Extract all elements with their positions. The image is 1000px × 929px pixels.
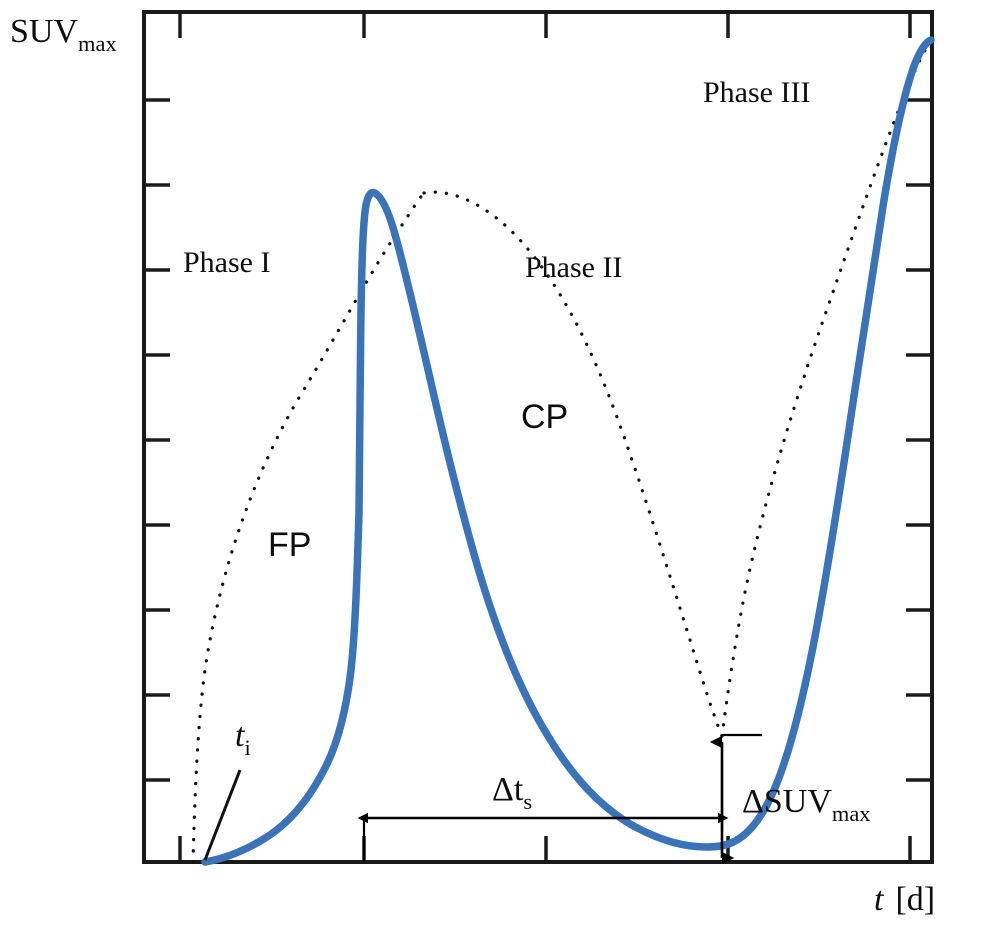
t-initial-leader bbox=[203, 769, 242, 861]
delta-ts-label: Δts bbox=[492, 771, 532, 814]
flare-phase-label: FP bbox=[268, 526, 311, 564]
phase-3-label: Phase III bbox=[703, 76, 810, 109]
y-axis-title-main: SUV bbox=[10, 13, 78, 50]
x-axis-title-unit: [d] bbox=[895, 881, 935, 918]
x-axis-ticks-top bbox=[178, 14, 912, 38]
y-axis-ticks-right bbox=[906, 98, 930, 782]
phase-1-label: Phase I bbox=[183, 246, 270, 279]
phase-2-envelope bbox=[422, 190, 724, 738]
y-axis-ticks-left bbox=[146, 98, 170, 782]
t-initial-var: t bbox=[235, 717, 246, 754]
delta-suvmax-var: ΔSUV bbox=[742, 783, 832, 820]
phase-3-envelope bbox=[720, 44, 930, 738]
phase-2-label: Phase II bbox=[525, 251, 622, 284]
delta-suvmax-sub: max bbox=[832, 801, 871, 826]
delta-suvmax-label: ΔSUVmax bbox=[742, 783, 871, 826]
delta-suvmax-dimension bbox=[709, 733, 762, 865]
x-axis-ticks-bottom bbox=[178, 836, 912, 860]
t-initial-sub: i bbox=[244, 735, 250, 760]
delta-ts-dimension bbox=[357, 760, 729, 862]
t-initial-label: ti bbox=[235, 717, 251, 760]
y-axis-title: SUVmax bbox=[10, 13, 117, 56]
clearance-phase-label: CP bbox=[521, 398, 568, 436]
frame-box bbox=[142, 10, 934, 864]
suvmax-curve bbox=[201, 36, 935, 866]
x-axis-title-var: t bbox=[874, 881, 885, 918]
delta-ts-sub: s bbox=[523, 789, 532, 814]
delta-ts-var: Δt bbox=[492, 771, 524, 808]
x-axis-title: t [d] bbox=[874, 881, 935, 918]
y-axis-title-sub: max bbox=[78, 31, 117, 56]
plot-frame bbox=[142, 10, 934, 864]
